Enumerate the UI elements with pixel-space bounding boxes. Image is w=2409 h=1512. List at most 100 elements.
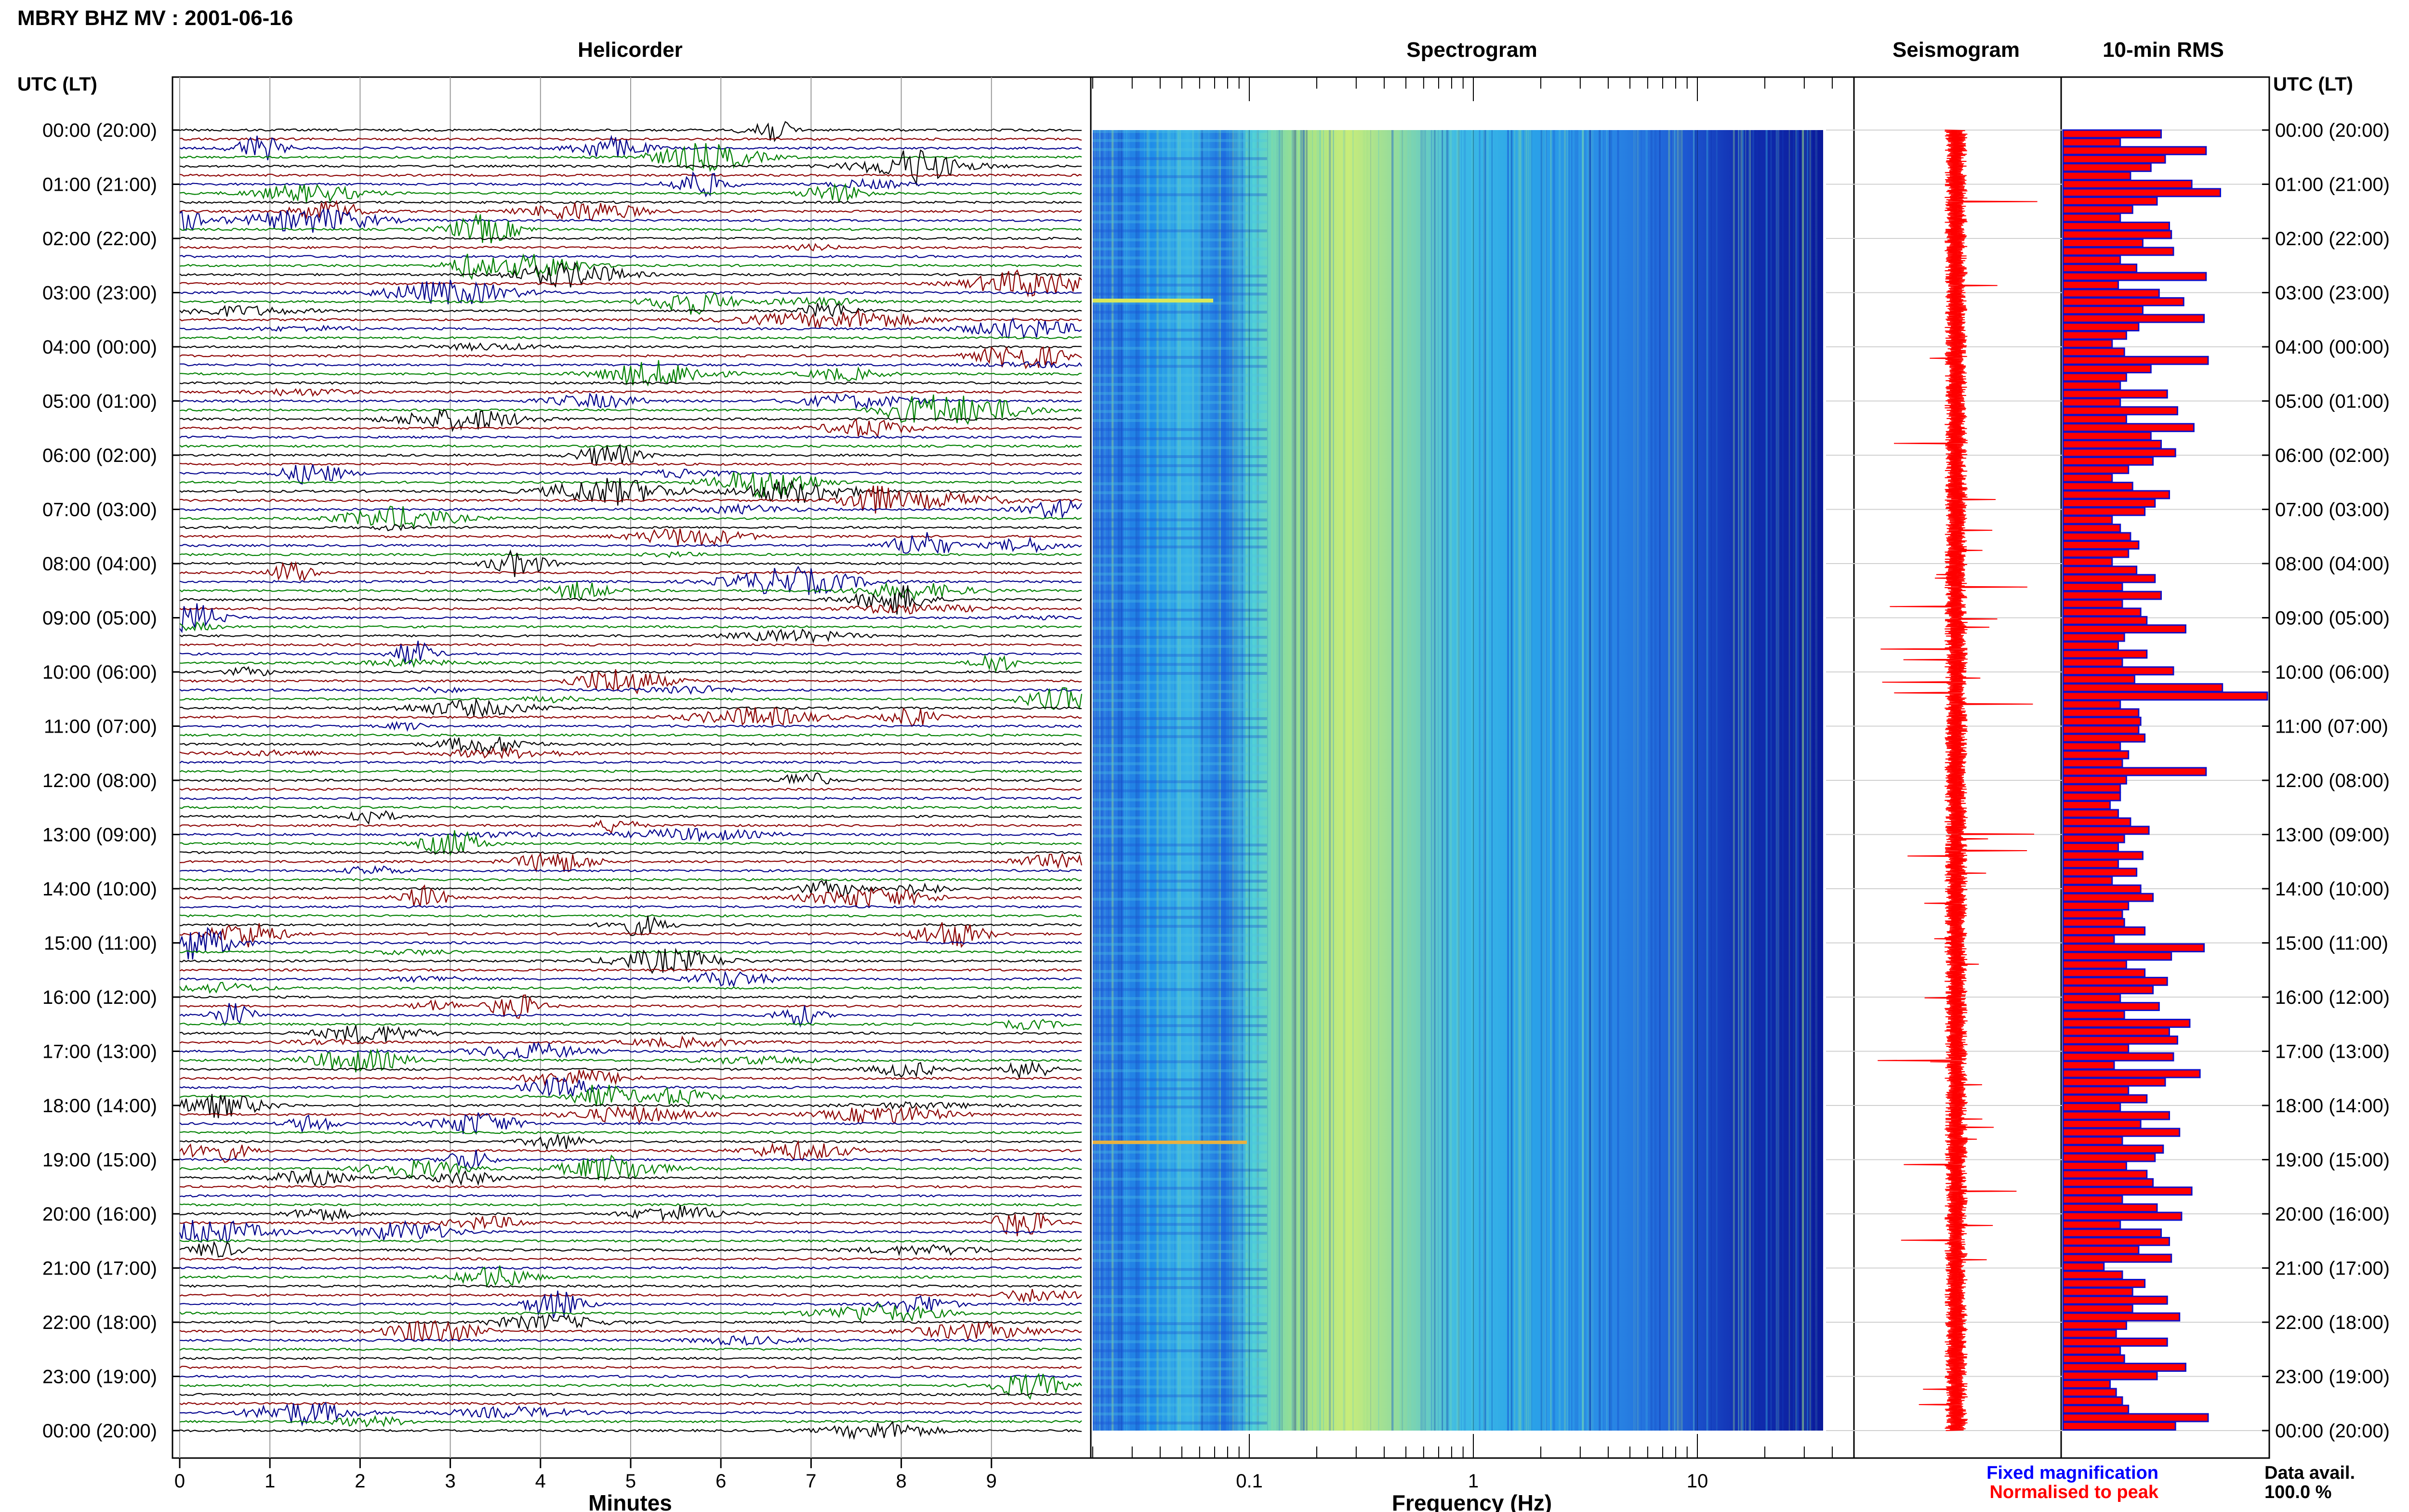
helicorder-trace-line [179,1134,1082,1151]
spectrogram-row [1093,166,1267,169]
spectrogram-row [1093,591,1267,594]
time-tick-label-left: 19:00 (15:00) [42,1150,157,1171]
spectrogram-streak [1645,130,1648,1431]
helicorder-trace-line [179,485,1082,514]
spectrogram-streak [1411,130,1414,1431]
spectrogram-streak [1197,130,1199,1431]
time-tick-label-left: 05:00 (01:00) [42,391,157,412]
spectrogram-row [1093,825,1267,828]
helicorder-trace-line [179,995,1082,999]
rms-bar [2062,137,2121,147]
rms-bar [2062,716,2142,726]
rms-bar [2062,1312,2181,1322]
spectrogram-row [1093,699,1267,702]
spectrogram-streak [1431,130,1432,1431]
spectrogram-row [1093,970,1267,973]
spectrogram-streak [1392,130,1393,1431]
spectrogram-streak [1514,130,1516,1431]
spectrogram-texture [1093,130,1818,1431]
spectrogram-streak [1588,130,1589,1431]
helicorder-trace-line [179,149,1082,186]
rms-bar [2062,851,2144,860]
rms-bar [2062,314,2205,323]
rms-bar [2062,1388,2117,1397]
rms-bar [2062,1236,2170,1246]
rms-bar [2062,1329,2117,1339]
spectrogram-row [1093,753,1267,756]
time-tick-label-left: 17:00 (13:00) [42,1041,157,1063]
spectrogram-streak [1636,130,1639,1431]
helicorder-trace-line [179,346,1082,369]
rms-bar [2062,171,2131,181]
helicorder-trace-line [179,208,1082,233]
time-tick-label-left: 22:00 (18:00) [42,1312,157,1333]
rms-bar [2062,389,2168,399]
spectrogram-streak [1108,130,1109,1431]
spectrogram-row [1093,1132,1267,1136]
helicorder-trace-line [179,1170,1082,1187]
spectrogram-streak [1238,130,1240,1431]
helicorder-trace-line [179,279,1082,304]
spectrogram-row [1093,455,1267,458]
time-tick-label-right: 23:00 (19:00) [2275,1367,2390,1388]
rms-bar [2062,1119,2142,1129]
spectrogram-streak [1758,130,1760,1431]
helicorder-trace-line [179,237,1082,240]
helicorder-trace-line [179,982,1082,994]
spectrogram-row [1093,193,1267,197]
panel-title-spectrogram: Spectrogram [1406,38,1537,62]
spectrogram-streak [1333,130,1335,1431]
helicorder-trace-line [179,499,1082,520]
helicorder-trace-line [180,721,1082,732]
time-tick-label-right: 09:00 (05:00) [2275,608,2390,629]
spectrogram-streak [1518,130,1520,1431]
spectrogram-streak [1378,130,1379,1431]
spectrogram-streak [1581,130,1584,1431]
spectrogram-streak [1146,130,1149,1431]
spectrogram-row [1093,1205,1267,1208]
spectrogram-streak [1399,130,1401,1431]
spectrogram-streak [1398,130,1401,1431]
spectrogram-row [1093,1159,1267,1163]
rms-bar [2062,364,2152,374]
time-tick-label-left: 02:00 (22:00) [42,228,157,250]
spectrogram-streak [1157,130,1159,1431]
rms-bar [2062,213,2121,223]
helicorder-trace-line [179,1393,1082,1396]
rms-bar [2062,767,2207,776]
spectrogram-row [1093,139,1267,142]
helicorder-trace-line [179,1094,1082,1118]
rms-bar [2062,674,2135,684]
rms-bar [2062,1228,2162,1238]
rms-bar [2062,733,2146,743]
helicorder-trace-line [179,1205,1082,1222]
helicorder-trace-line [179,1347,1082,1351]
helicorder-trace-line [179,628,1082,644]
rms-bar [2062,499,2156,508]
spectrogram-streak [1219,130,1221,1431]
spectrogram-streak [1797,130,1799,1431]
helicorder-trace-line [179,1194,1082,1198]
rms-bar [2062,154,2166,164]
helicorder-trace-line [179,143,1082,172]
rms-bar [2062,448,2176,458]
spectrogram-streak [1755,130,1756,1431]
spectrogram-streak [1510,130,1513,1431]
panel-title-rms: 10-min RMS [2103,38,2224,62]
spectrogram-streak [1343,130,1345,1431]
helicorder-trace-line [179,1265,1082,1288]
spectrogram-streak [1300,130,1303,1431]
time-tick-label-right: 14:00 (10:00) [2275,879,2390,900]
rms-bar [2062,280,2119,289]
spectrogram-row [1093,275,1267,277]
spectrogram-streak [1564,130,1566,1431]
rms-bar [2062,1245,2140,1255]
spectrogram-streak [1352,130,1354,1431]
spectrogram-streak [1218,130,1220,1431]
spectrogram-row [1093,663,1267,666]
rms-bar [2062,1035,2178,1045]
spectrogram-row [1093,798,1267,802]
helicorder-trace-line [179,621,1082,631]
time-axis-label-right: UTC (LT) [2273,74,2353,95]
spectrogram-row [1093,1304,1267,1307]
